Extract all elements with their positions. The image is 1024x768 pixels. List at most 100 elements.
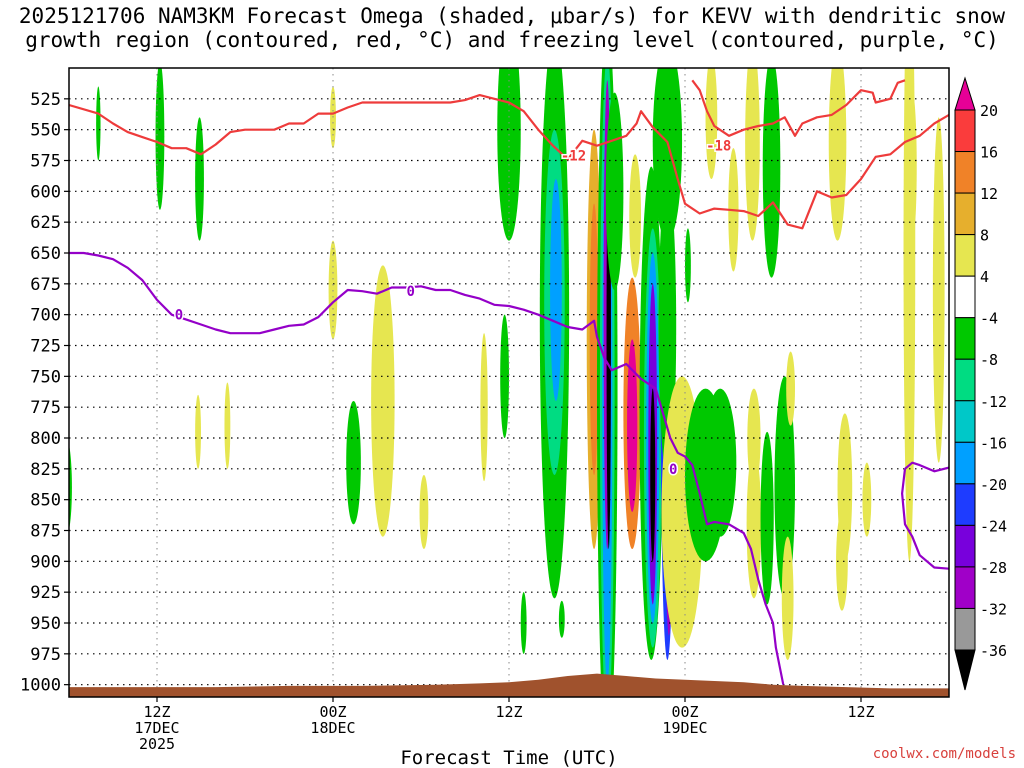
ytick-label-950: 950 [30,614,61,634]
colorbar-bin-5 [954,317,976,360]
ytick-label-875: 875 [30,522,61,542]
omega-region-8 [195,394,201,469]
contour-freezing-1 [904,461,949,473]
omega-region-24 [605,92,624,291]
xtick-label-3-1: 19DEC [662,719,707,737]
omega-region-37 [685,228,691,303]
ytick-label-925: 925 [30,583,61,603]
colorbar-label-11: -28 [980,559,1007,577]
ytick-label-675: 675 [30,275,61,295]
omega-shading [69,68,945,697]
colorbar-label-1: 16 [980,144,998,162]
omega-region-46 [762,68,781,278]
colorbar-bin-6 [954,358,976,402]
terrain [69,673,949,697]
colorbar-bin-4 [954,275,976,319]
omega-region-50 [786,351,795,426]
omega-region-27 [629,154,642,278]
xtick-label-3-0: 00Z [671,703,698,721]
omega-region-6 [371,265,395,537]
xtick-label-4-0: 12Z [847,703,874,721]
contour-label-0-1: -18 [706,139,731,155]
contour-label-1-2: 0 [669,462,677,478]
omega-region-55 [903,68,916,562]
contour-label-1-0: 0 [175,308,183,324]
title-line-1: 2025121706 NAM3KM Forecast Omega (shaded… [18,4,1006,28]
omega-region-51 [828,68,847,241]
colorbar-bin-7 [954,400,976,443]
xtick-label-1-0: 00Z [319,703,346,721]
omega-region-53 [836,511,848,611]
ytick-label-800: 800 [30,429,61,449]
ytick-label-975: 975 [30,645,61,665]
omega-region-9 [224,382,231,469]
title-line-2: growth region (contoured, red, °C) and f… [25,28,999,52]
colorbar-bin-11 [954,566,976,609]
xtick-label-0-2: 2025 [139,735,175,753]
grid [69,68,949,697]
xtick-label-0-0: 12Z [143,703,170,721]
colorbar-bin-0 [954,109,976,153]
colorbar-top-arrow [954,76,976,111]
colorbar-label-2: 12 [980,185,998,203]
ytick-label-1000: 1000 [20,676,61,696]
ytick-label-750: 750 [30,367,61,387]
ytick-label-575: 575 [30,152,61,172]
omega-region-57 [932,117,945,463]
colorbar-label-3: 8 [980,227,989,245]
colorbar-bin-8 [954,441,976,485]
ytick-label-550: 550 [30,121,61,141]
omega-region-2 [195,117,204,241]
omega-region-40 [704,388,737,537]
colorbar-label-12: -32 [980,600,1007,618]
colorbar-bin-2 [954,192,976,236]
omega-region-47 [760,431,774,605]
ytick-label-900: 900 [30,552,61,572]
ytick-label-625: 625 [30,213,61,233]
ytick-label-775: 775 [30,398,61,418]
omega-region-16 [550,179,562,401]
colorbar-bin-3 [954,234,976,277]
omega-region-1 [155,68,165,210]
colorbar: 20 16 12 8 4 -4 -8 -12 -16 -20 -24 -28 -32 -36 [954,76,1007,691]
colorbar-bin-12 [954,607,976,651]
contour-dgz-1 [691,79,906,137]
contour-freezing-2 [901,468,949,570]
terrain-surface [69,673,949,697]
contour-freezing-0 [69,251,785,685]
contour-label-1-1: 0 [407,284,415,300]
colorbar-label-0: 20 [980,102,998,120]
colorbar-bin-1 [954,151,976,194]
omega-region-59 [558,600,565,638]
omega-region-35 [652,68,683,241]
credit-link[interactable]: coolwx.com/models [872,746,1016,762]
x-axis-label: Forecast Time (UTC) [400,747,617,768]
omega-region-43 [745,68,760,241]
colorbar-label-9: -20 [980,476,1007,494]
colorbar-label-10: -24 [980,517,1007,535]
xtick-label-2-0: 12Z [495,703,522,721]
omega-region-0 [96,86,101,161]
chart-title: 2025121706 NAM3KM Forecast Omega (shaded… [0,4,1024,52]
omega-region-32 [650,388,656,562]
ytick-label-825: 825 [30,460,61,480]
colorbar-label-13: -36 [980,642,1007,660]
xtick-label-1-1: 18DEC [310,719,355,737]
ytick-label-850: 850 [30,491,61,511]
omega-region-3 [69,444,72,531]
omega-region-41 [705,68,718,179]
ytick-label-700: 700 [30,306,61,326]
colorbar-bin-9 [954,483,976,526]
colorbar-label-4: 4 [980,268,989,286]
ytick-label-725: 725 [30,337,61,357]
omega-region-26 [627,339,638,512]
colorbar-bottom-arrow [954,649,976,691]
contour-dgz-0 [69,94,949,230]
omega-region-54 [862,462,872,537]
colorbar-label-6: -8 [980,351,998,369]
omega-region-56 [907,92,917,241]
omega-region-58 [520,592,527,654]
colorbar-bin-10 [954,524,976,568]
ytick-label-650: 650 [30,244,61,264]
